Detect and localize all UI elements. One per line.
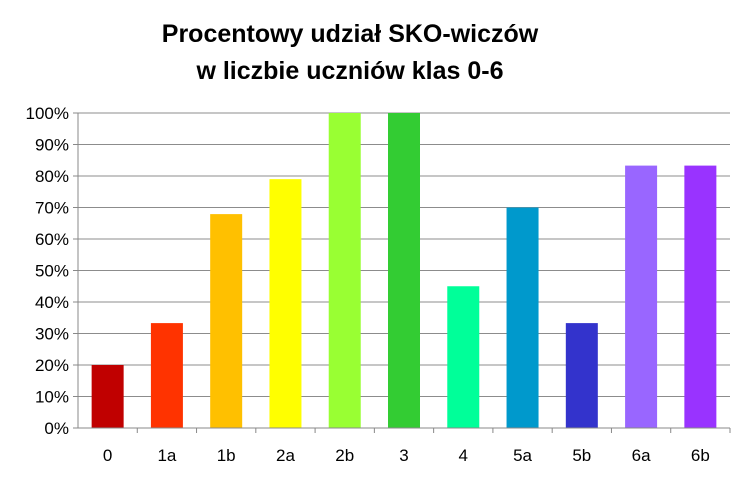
y-tick-label: 80% [35, 167, 69, 186]
y-tick-label: 70% [35, 199, 69, 218]
x-tick-label: 1a [157, 446, 176, 465]
bar-2b [328, 113, 361, 428]
x-tick-label: 6b [691, 446, 710, 465]
y-tick-label: 20% [35, 356, 69, 375]
y-tick-label: 50% [35, 262, 69, 281]
y-tick-label: 0% [44, 419, 69, 438]
x-tick-label: 5a [513, 446, 532, 465]
y-tick-label: 10% [35, 388, 69, 407]
x-tick-label: 5b [572, 446, 591, 465]
y-tick-label: 100% [26, 104, 69, 123]
bar-4 [447, 286, 480, 428]
x-tick-label: 6a [632, 446, 651, 465]
x-tick-label: 2b [335, 446, 354, 465]
chart-title: Procentowy udział SKO-wiczów w liczbie u… [0, 16, 700, 90]
y-tick-label: 90% [35, 136, 69, 155]
bar-5b [565, 323, 598, 428]
bar-6b [684, 165, 717, 429]
chart-title-line-1: Procentowy udział SKO-wiczów [161, 20, 539, 48]
bar-1b [210, 214, 243, 428]
y-tick-label: 60% [35, 230, 69, 249]
bar-5a [506, 207, 539, 428]
x-tick-label: 3 [399, 446, 408, 465]
x-tick-label: 1b [217, 446, 236, 465]
y-tick-label: 30% [35, 325, 69, 344]
x-tick-label: 0 [103, 446, 112, 465]
bar-6a [625, 165, 658, 429]
y-axis-ticks: 0% 10% 20% 30% 40% 50% 60% 70% 80% 90% 100% [26, 104, 78, 438]
bar-2a [269, 179, 302, 428]
bars [91, 113, 717, 429]
bar-1a [150, 323, 183, 428]
x-tick-label: 2a [276, 446, 295, 465]
y-tick-label: 40% [35, 293, 69, 312]
bar-3 [388, 113, 420, 428]
bar-0 [91, 365, 124, 428]
x-axis-ticks: 0 1a 1b 2a 2b 3 4 5a 5b 6a 6b [103, 428, 731, 465]
x-tick-label: 4 [459, 446, 468, 465]
chart-title-line-2: w liczbie uczniów klas 0-6 [196, 57, 504, 85]
